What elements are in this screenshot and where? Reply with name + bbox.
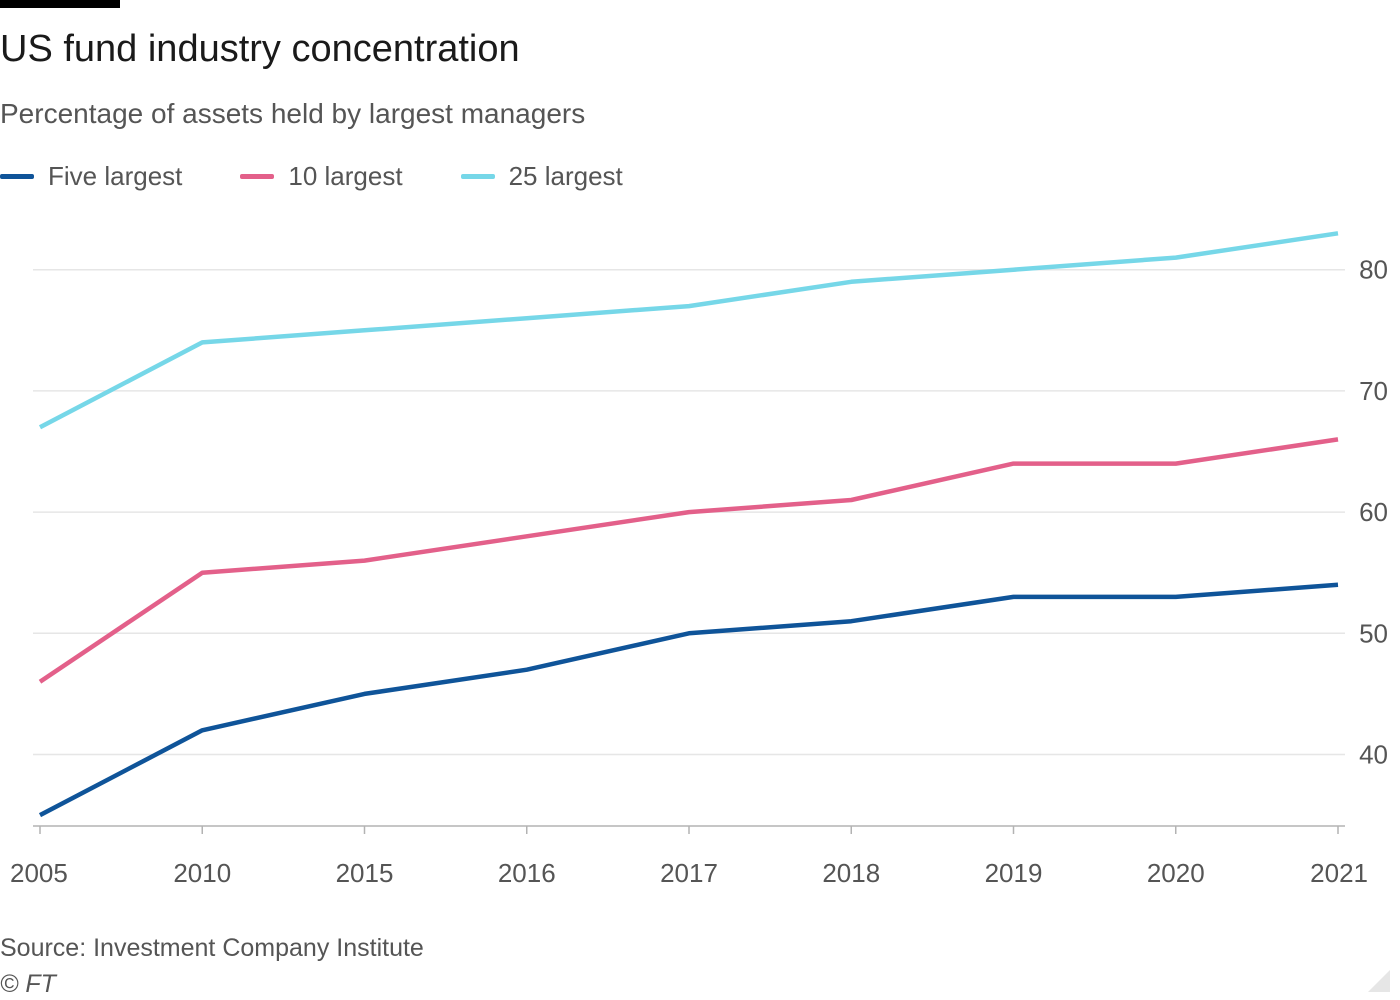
legend-label-five-largest: Five largest bbox=[48, 161, 183, 191]
ft-credit: © FT bbox=[0, 970, 56, 998]
series-line-five-largest bbox=[38, 582, 1339, 818]
legend-item-10-largest: 10 largest bbox=[240, 158, 403, 194]
x-tick-label-2016: 2016 bbox=[498, 858, 556, 888]
y-tick-label-50: 50 bbox=[1359, 618, 1388, 648]
legend-item-five-largest: Five largest bbox=[0, 158, 182, 194]
x-tick-label-2017: 2017 bbox=[660, 858, 718, 888]
legend-label-10-largest: 10 largest bbox=[288, 161, 403, 191]
chart-subtitle: Percentage of assets held by largest man… bbox=[0, 98, 586, 129]
legend-swatch-25-largest bbox=[460, 173, 495, 179]
source-note: Source: Investment Company Institute bbox=[0, 934, 424, 962]
x-tick-label-2010: 2010 bbox=[173, 858, 231, 888]
x-tick-label-2005: 2005 bbox=[10, 858, 68, 888]
series-line-10-largest bbox=[38, 437, 1339, 684]
y-tick-label-80: 80 bbox=[1359, 255, 1388, 285]
x-tick-label-2021: 2021 bbox=[1310, 858, 1368, 888]
corner-fold-mark bbox=[1368, 970, 1390, 992]
series-line-25-largest bbox=[38, 231, 1339, 430]
x-tick-label-2018: 2018 bbox=[822, 858, 880, 888]
chart-title: US fund industry concentration bbox=[0, 28, 520, 70]
y-tick-label-70: 70 bbox=[1359, 376, 1388, 406]
legend-item-25-largest: 25 largest bbox=[460, 158, 623, 194]
x-tick-label-2020: 2020 bbox=[1147, 858, 1205, 888]
top-rule bbox=[0, 0, 120, 8]
x-tick-label-2019: 2019 bbox=[985, 858, 1043, 888]
x-tick-label-2015: 2015 bbox=[336, 858, 394, 888]
y-tick-label-60: 60 bbox=[1359, 497, 1388, 527]
y-tick-label-40: 40 bbox=[1359, 739, 1388, 769]
legend-swatch-five-largest bbox=[0, 173, 34, 179]
legend-swatch-10-largest bbox=[240, 173, 275, 179]
legend: Five largest 10 largest 25 largest bbox=[0, 158, 681, 194]
legend-label-25-largest: 25 largest bbox=[508, 161, 623, 191]
